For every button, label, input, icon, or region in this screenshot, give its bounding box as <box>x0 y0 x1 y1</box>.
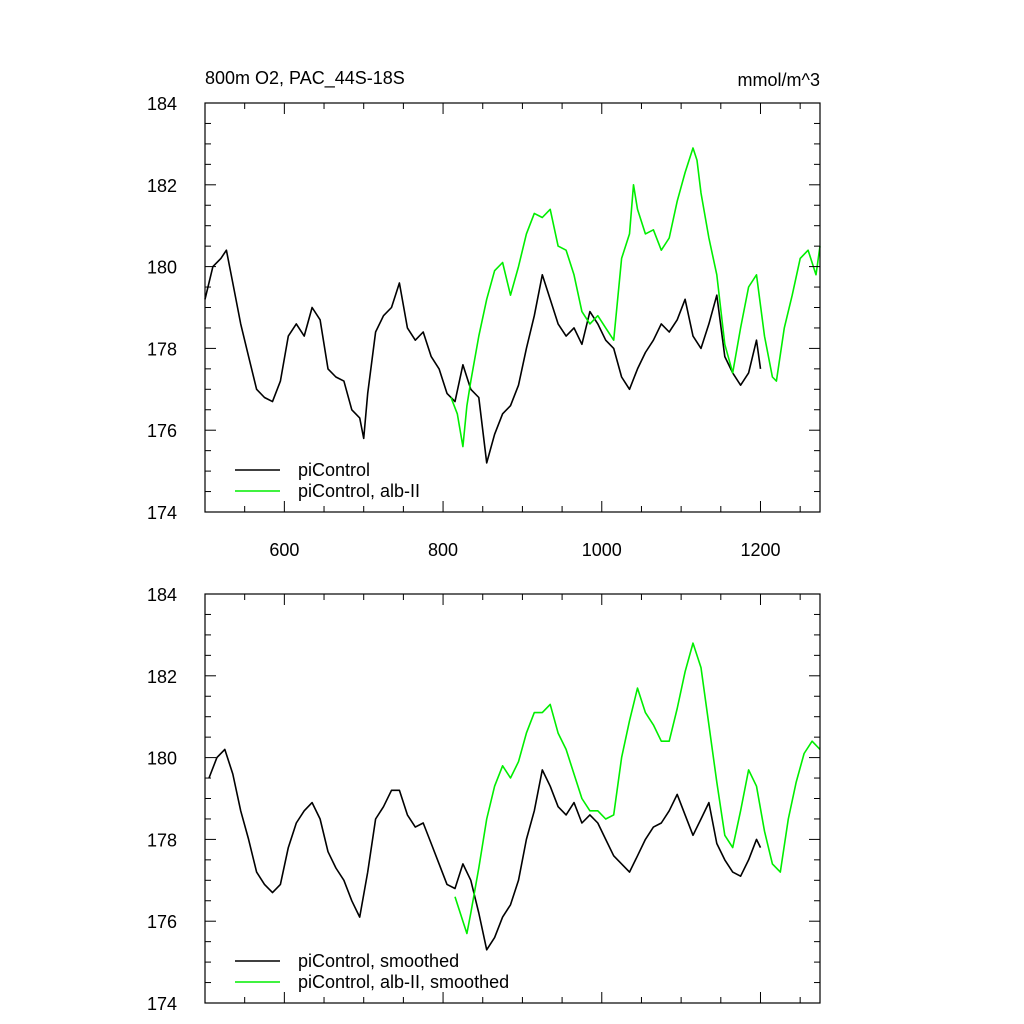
bottom-y-tick-labels: 174 176 178 180 182 184 <box>147 585 177 1014</box>
y-tick-label: 182 <box>147 176 177 196</box>
series-line-picontrol-alb-ii-smoothed <box>454 642 821 935</box>
top-legend: piControl piControl, alb-II <box>235 460 420 501</box>
top-series-lines <box>204 147 821 464</box>
x-tick-label: 600 <box>269 540 299 560</box>
legend-label-picontrol-smoothed: piControl, smoothed <box>298 951 459 971</box>
x-tick-label: 800 <box>428 540 458 560</box>
panel-bottom: 174 176 178 180 182 184 piControl, smoothed p… <box>147 585 821 1014</box>
x-tick-label: 1200 <box>740 540 780 560</box>
y-tick-label: 180 <box>147 749 177 769</box>
top-plot-frame <box>204 102 821 513</box>
legend-label-picontrol-alb-ii-smoothed: piControl, alb-II, smoothed <box>298 972 509 992</box>
top-ticks <box>204 102 820 513</box>
y-tick-label: 174 <box>147 994 177 1014</box>
panel-top: 800m O2, PAC_44S-18S mmol/m^3 1741761781… <box>147 68 821 560</box>
bottom-series-lines <box>208 642 821 951</box>
bottom-legend: piControl, smoothed piControl, alb-II, s… <box>235 951 509 992</box>
y-tick-label: 174 <box>147 503 177 523</box>
y-tick-label: 176 <box>147 912 177 932</box>
series-line-picontrol-alb-ii <box>450 147 821 448</box>
top-y-tick-labels: 174 176 178 180 182 184 <box>147 94 177 523</box>
x-tick-label: 1000 <box>582 540 622 560</box>
chart-title: 800m O2, PAC_44S-18S <box>205 68 405 89</box>
y-tick-label: 184 <box>147 585 177 605</box>
units-label: mmol/m^3 <box>738 70 820 90</box>
legend-label-picontrol-alb-ii: piControl, alb-II <box>298 481 420 501</box>
y-tick-label: 178 <box>147 339 177 359</box>
bottom-plot-frame <box>204 593 821 1004</box>
y-tick-label: 182 <box>147 667 177 687</box>
y-tick-label: 180 <box>147 258 177 278</box>
y-tick-label: 184 <box>147 94 177 114</box>
series-line-picontrol <box>204 249 762 464</box>
y-tick-label: 176 <box>147 421 177 441</box>
bottom-ticks <box>204 593 820 1004</box>
y-tick-label: 178 <box>147 830 177 850</box>
top-x-tick-labels: 600 800 1000 1200 <box>269 540 780 560</box>
legend-label-picontrol: piControl <box>298 460 370 480</box>
series-line-picontrol-smoothed <box>208 748 762 951</box>
